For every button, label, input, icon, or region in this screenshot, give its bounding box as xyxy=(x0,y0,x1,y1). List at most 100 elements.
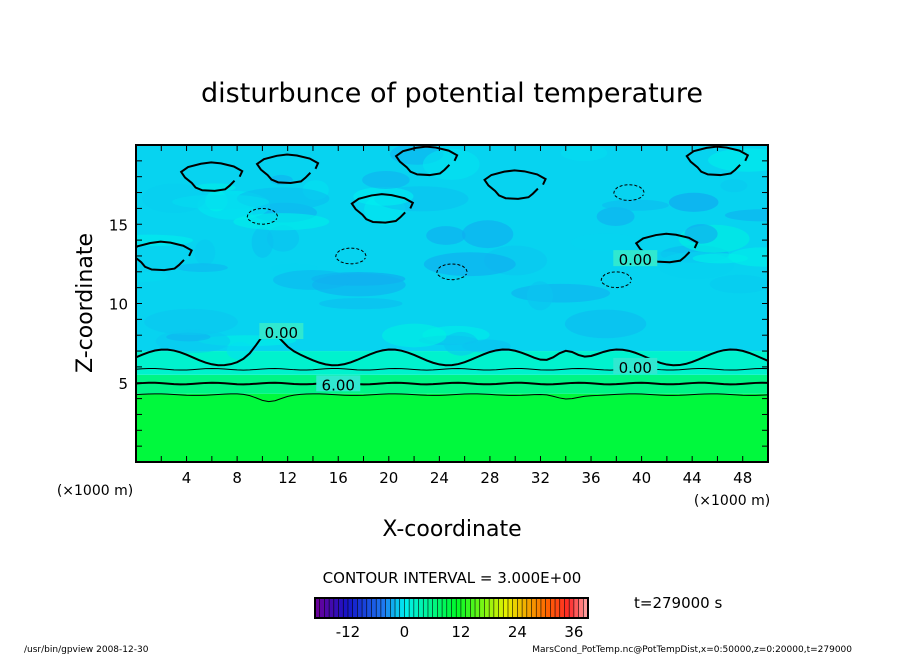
colorbar-cell xyxy=(540,598,546,618)
field-patch xyxy=(362,170,410,189)
field-patch xyxy=(560,145,608,161)
colorbar-tick-label: -12 xyxy=(336,623,361,641)
field-patch xyxy=(511,283,611,303)
field-patch xyxy=(443,331,479,356)
contour-3 xyxy=(136,393,768,403)
field-patch xyxy=(601,199,669,211)
colorbar-cell xyxy=(550,598,556,618)
x-tick-label: 8 xyxy=(232,469,242,487)
field-patch xyxy=(720,179,748,193)
contour-0-island xyxy=(634,232,699,264)
colorbar-cell xyxy=(479,598,485,618)
field-patch xyxy=(462,220,514,249)
colorbar-cell xyxy=(404,598,410,618)
colorbar-cell xyxy=(329,598,334,618)
colorbar-cell xyxy=(423,598,428,618)
colorbar-cell xyxy=(390,598,396,618)
colorbar xyxy=(314,598,588,618)
colorbar-cell xyxy=(409,598,414,618)
field-patch xyxy=(319,297,403,310)
contour-neg3 xyxy=(335,247,367,265)
field-patch xyxy=(226,342,254,360)
contour-field xyxy=(136,145,768,462)
field-patch xyxy=(526,281,554,311)
field-patch xyxy=(233,213,330,231)
footer-source: MarsCond_PotTemp.nc@PotTempDist,x=0:5000… xyxy=(532,645,852,654)
field-patch xyxy=(144,308,238,335)
colorbar-cell xyxy=(569,598,574,618)
colorbar-cell xyxy=(517,598,523,618)
field-patch xyxy=(423,252,516,277)
colorbar-cell xyxy=(465,598,471,618)
contour-0-island xyxy=(394,145,459,177)
field-patch xyxy=(172,194,270,210)
contour-label-bg xyxy=(259,323,304,340)
colorbar-cell xyxy=(385,598,391,618)
colorbar-tick-label: 24 xyxy=(508,623,527,641)
colorbar-cell xyxy=(512,598,518,618)
contour-neg3 xyxy=(600,271,632,289)
colorbar-cell xyxy=(522,598,527,618)
colorbar-cell xyxy=(564,598,570,618)
x-unit-left: (×1000 m) xyxy=(57,483,133,499)
x-tick-label: 28 xyxy=(480,469,499,487)
field-patch xyxy=(668,192,719,212)
contour-neg3 xyxy=(436,263,468,281)
y-tick-label: 5 xyxy=(118,375,128,393)
colorbar-cell xyxy=(583,598,588,618)
x-tick-label: 16 xyxy=(329,469,348,487)
colorbar-cell xyxy=(333,598,339,618)
x-tick-label: 12 xyxy=(278,469,297,487)
y-tick-label: 15 xyxy=(109,216,128,234)
colorbar-cell xyxy=(498,598,504,618)
colorbar-ticks: -12 0 12 24 36 xyxy=(336,623,584,641)
colorbar-cell xyxy=(315,598,320,618)
colorbar-cell xyxy=(484,598,490,618)
field-patch xyxy=(353,187,414,206)
contour-0-island xyxy=(136,240,193,272)
colorbar-cell xyxy=(493,598,499,618)
x-unit-right: (×1000 m) xyxy=(694,493,770,509)
x-tick-label: 36 xyxy=(581,469,600,487)
field-patch xyxy=(136,271,169,282)
contour-label: 0.00 xyxy=(619,251,652,269)
colorbar-cell xyxy=(366,598,372,618)
footer-program: /usr/bin/gpview 2008-12-30 xyxy=(24,645,149,654)
field-patch xyxy=(684,224,718,244)
chart-title: disturbunce of potential temperature xyxy=(201,78,703,109)
colorbar-cell xyxy=(475,598,480,618)
y-axis-label: Z-coordinate xyxy=(73,233,98,373)
contour-0 xyxy=(136,330,768,367)
colorbar-cell xyxy=(531,598,537,618)
x-tick-label: 20 xyxy=(379,469,398,487)
contour-0-island xyxy=(350,193,415,224)
colorbar-cell xyxy=(578,598,584,618)
y-tick-label: 10 xyxy=(109,296,128,314)
field-patch xyxy=(708,148,768,172)
colorbar-cell xyxy=(559,598,565,618)
colorbar-cell xyxy=(526,598,532,618)
contour-0-island xyxy=(483,169,547,200)
colorbar-cell xyxy=(427,598,433,618)
colorbar-cell xyxy=(437,598,443,618)
colorbar-cell xyxy=(362,598,367,618)
x-tick-label: 44 xyxy=(683,469,702,487)
colorbar-frame xyxy=(314,597,589,619)
colorbar-cell xyxy=(324,598,330,618)
contour-label: 0.00 xyxy=(619,359,652,377)
field-patch xyxy=(709,274,768,294)
colorbar-cell xyxy=(460,598,466,618)
field-patch xyxy=(194,239,216,266)
colorbar-cell xyxy=(456,598,461,618)
field-patch xyxy=(692,253,748,264)
field-patch xyxy=(312,273,406,297)
colorbar-cell xyxy=(399,598,405,618)
field-patch xyxy=(382,323,447,348)
colorbar-cell xyxy=(545,598,551,618)
contour-label: 0.00 xyxy=(265,324,298,342)
colorbar-cell xyxy=(338,598,344,618)
field-patch xyxy=(251,226,274,258)
x-tick-label: 24 xyxy=(430,469,449,487)
contour-label-bg xyxy=(316,375,361,392)
